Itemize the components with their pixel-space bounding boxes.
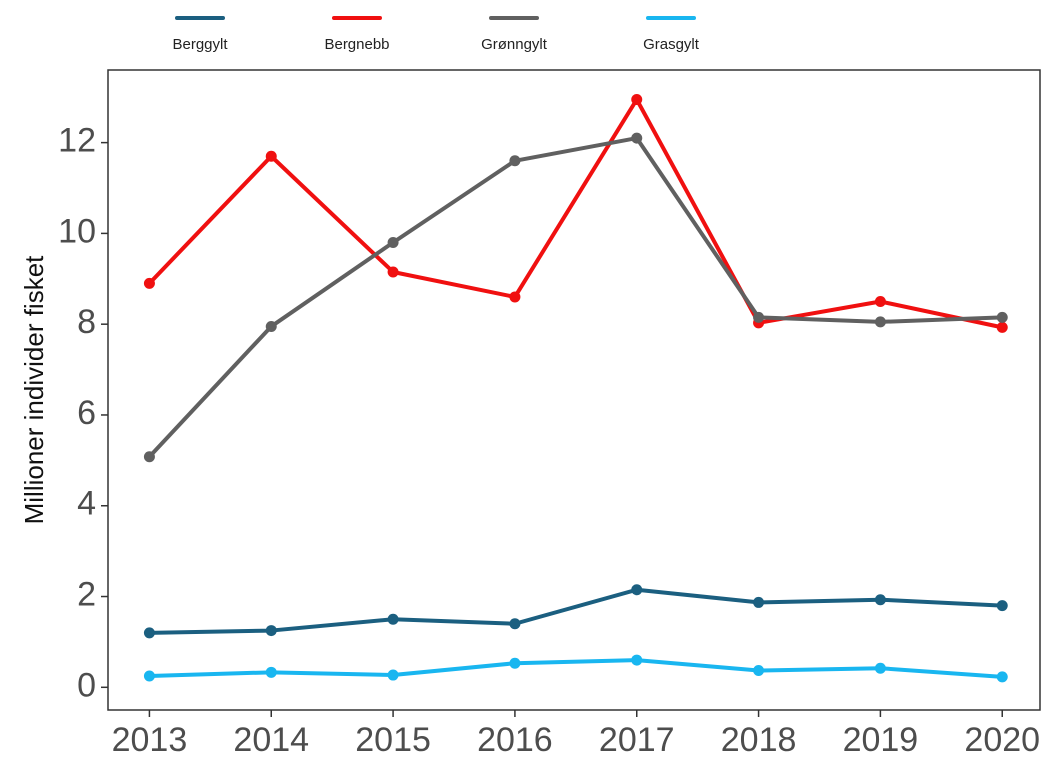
x-tick-label: 2016 [477,721,553,758]
data-point [996,600,1008,612]
data-point [874,662,886,674]
legend-label: Berggylt [172,36,228,53]
legend-label: Grasgylt [643,36,700,53]
data-point [509,291,521,303]
data-point [996,671,1008,683]
data-point [996,321,1008,333]
data-point [874,316,886,328]
legend-label: Bergnebb [324,36,389,53]
x-tick-label: 2018 [721,721,797,758]
data-point [509,657,521,669]
x-tick-label: 2015 [355,721,431,758]
series-line [147,136,1003,459]
data-point [265,666,277,678]
data-point [631,94,643,106]
data-point [874,295,886,307]
data-point [143,277,155,289]
data-point [143,670,155,682]
data-point [753,665,765,677]
series-line [149,587,1003,635]
series-line [147,97,1003,330]
y-tick-label: 12 [58,122,96,160]
data-point [509,155,521,167]
x-tick-label: 2020 [964,721,1040,758]
data-point [631,584,643,596]
y-tick-label: 8 [77,303,96,341]
legend-label: Grønngylt [481,36,548,53]
data-point [753,596,765,608]
data-point [509,618,521,630]
x-tick-label: 2013 [112,721,188,758]
data-point [265,320,277,332]
x-tick-label: 2019 [843,721,919,758]
y-tick-label: 4 [77,485,96,523]
data-point [631,132,643,144]
data-point [996,311,1008,323]
y-tick-label: 10 [58,212,96,250]
data-point [874,594,886,606]
data-point [143,627,155,639]
y-tick-label: 0 [77,666,96,704]
y-tick-label: 6 [77,394,96,432]
data-point [387,236,399,248]
y-tick-label: 2 [77,576,96,614]
plot-frame [107,69,1041,711]
data-point [265,625,277,637]
data-point [387,613,399,625]
data-point [387,669,399,681]
series-line [149,658,1003,679]
data-point [753,311,765,323]
data-point [265,150,277,162]
x-tick-label: 2014 [233,721,309,758]
data-point [387,266,399,278]
x-tick-label: 2017 [599,721,675,758]
data-point [631,654,643,666]
data-point [143,451,155,463]
y-axis-label: Millioner individer fisket [19,255,49,525]
